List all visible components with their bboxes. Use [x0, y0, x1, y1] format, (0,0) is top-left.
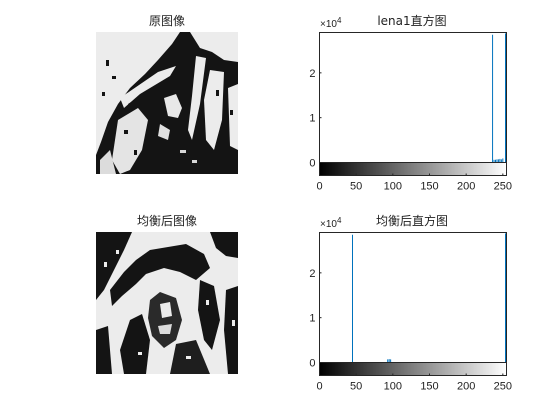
x-tick-label: 100 — [384, 181, 402, 193]
x-tick-label: 150 — [420, 381, 438, 393]
x-tick-label: 0 — [316, 381, 322, 393]
histogram-equalized-y-exponent: ×104 — [320, 216, 342, 230]
x-tick-label: 150 — [420, 181, 438, 193]
x-tick-label: 100 — [384, 381, 402, 393]
histogram-original: lena1直方图 ×104 0 1 2 0 50 100 150 200 250 — [309, 13, 512, 193]
y-tick-label: 0 — [309, 358, 315, 370]
x-tick-label: 200 — [457, 181, 475, 193]
histogram-equalized: 均衡后直方图 ×104 0 1 2 0 50 100 150 200 250 — [309, 213, 512, 393]
y-tick-label: 2 — [309, 68, 315, 80]
y-tick-label: 0 — [309, 158, 315, 170]
histogram-equalized-axes-box — [319, 232, 507, 363]
original-image — [96, 32, 238, 174]
histogram-equalized-bars — [352, 233, 506, 363]
x-tick-label: 250 — [494, 381, 512, 393]
histogram-equalized-title: 均衡后直方图 — [376, 213, 448, 228]
histogram-original-y-exponent: ×104 — [320, 16, 342, 30]
x-tick-label: 200 — [457, 381, 475, 393]
y-tick-label: 1 — [309, 313, 315, 325]
original-image-panel: 原图像 — [96, 14, 238, 174]
histogram-original-axes-box — [319, 32, 507, 163]
equalized-image-title: 均衡后图像 — [137, 214, 197, 228]
histogram-equalized-colorbar — [319, 362, 507, 376]
equalized-image-panel: 均衡后图像 — [96, 214, 238, 374]
x-tick-label: 250 — [494, 181, 512, 193]
x-tick-label: 0 — [316, 181, 322, 193]
equalized-image — [96, 232, 238, 374]
original-image-title: 原图像 — [149, 14, 185, 28]
x-tick-label: 50 — [350, 381, 362, 393]
histogram-original-title: lena1直方图 — [377, 13, 446, 28]
histogram-original-x-ticks: 0 50 100 150 200 250 — [316, 173, 512, 193]
y-tick-label: 2 — [309, 268, 315, 280]
y-tick-label: 1 — [309, 113, 315, 125]
x-tick-label: 50 — [350, 181, 362, 193]
histogram-equalized-x-ticks: 0 50 100 150 200 250 — [316, 373, 512, 393]
histogram-original-colorbar — [319, 162, 507, 176]
histogram-original-bars — [492, 33, 506, 163]
